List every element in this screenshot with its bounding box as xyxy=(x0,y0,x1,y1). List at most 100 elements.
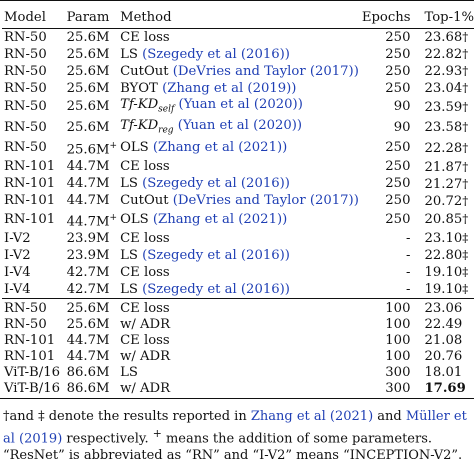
cell-method: LS (Szegedy et al (2016)) xyxy=(120,46,359,63)
cell-epochs: - xyxy=(358,281,417,300)
method-name: LS xyxy=(120,176,138,192)
cell-epochs: 250 xyxy=(385,193,411,209)
cell-param: 25.6M xyxy=(66,46,110,62)
top1-value: 22.93 xyxy=(424,64,463,79)
cell-top1: 21.87† xyxy=(416,159,474,176)
cell-epochs: 100 xyxy=(385,349,411,365)
table-row: RN-50 25.6M CutOut (DeVries and Taylor (20… xyxy=(2,63,474,80)
table-row: RN-101 44.7M LS (Szegedy et al (2016)) 250 2… xyxy=(2,176,474,193)
cell-model: I-V2 xyxy=(4,230,31,246)
cell-top1: 22.80‡ xyxy=(416,247,474,264)
table-row: RN-50 25.6M CE loss 250 23.68† xyxy=(2,29,474,47)
cell-method: CE loss xyxy=(120,301,170,317)
source-mark: † xyxy=(462,193,469,208)
method-citation[interactable]: (DeVries and Taylor (2017)) xyxy=(172,63,359,79)
method-name: LS xyxy=(120,281,138,297)
cell-top1: 21.27† xyxy=(416,176,474,193)
top1-value: 19.10 xyxy=(424,282,463,298)
note-cite-muller[interactable]: Müller et al (2019) xyxy=(3,409,467,447)
cell-method: CE loss xyxy=(120,264,359,281)
note-part1: †and ‡ denote the results reported in xyxy=(3,409,251,424)
header-top1: Top-1% xyxy=(416,10,474,29)
top1-value: 23.68 xyxy=(424,30,463,45)
cell-param: 25.6M xyxy=(66,80,110,96)
cell-model: RN-101 xyxy=(4,176,56,192)
method-citation[interactable]: (Szegedy et al (2016)) xyxy=(142,46,290,62)
method-citation[interactable]: (Szegedy et al (2016)) xyxy=(142,176,290,192)
cell-param: 44.7M xyxy=(66,193,110,209)
cell-top1: 19.10‡ xyxy=(416,264,474,281)
cell-epochs: 100 xyxy=(385,333,411,349)
cell-top1: 20.85† xyxy=(416,210,474,230)
method-name: CE loss xyxy=(120,230,170,246)
top1-value: 20.85 xyxy=(424,212,463,228)
cell-model: RN-101 xyxy=(4,349,56,365)
table-row: ViT-B/16 86.6M LS 300 18.01 xyxy=(2,365,474,381)
cell-method: w/ ADR xyxy=(120,317,171,333)
method-citation[interactable]: (Zhang et al (2019)) xyxy=(162,80,297,96)
table-row: I-V4 42.7M LS (Szegedy et al (2016)) -19.10… xyxy=(2,281,474,300)
cell-param: 25.6M xyxy=(66,63,110,79)
cell-model: RN-50 xyxy=(4,29,47,45)
cell-param: 42.7M xyxy=(66,281,121,300)
cell-param: 23.9M xyxy=(66,247,110,263)
source-mark: † xyxy=(462,212,469,227)
cell-model: I-V4 xyxy=(2,281,67,300)
cell-top1: 19.10‡ xyxy=(416,281,474,300)
table-row: RN-50 25.6M w/ ADR 100 22.49 xyxy=(2,317,474,333)
source-mark: † xyxy=(462,176,469,191)
method-citation[interactable]: (Zhang et al (2021)) xyxy=(152,211,288,227)
method-name: OLS xyxy=(120,211,149,227)
cell-method: Tf-KDself (Yuan et al (2020)) xyxy=(120,97,359,118)
bottom-rule xyxy=(0,398,474,399)
method-citation[interactable]: (Zhang et al (2021)) xyxy=(152,140,288,156)
cell-param: 44.7M+ xyxy=(67,210,120,230)
source-mark: † xyxy=(462,30,469,44)
method-name: OLS xyxy=(120,140,149,156)
method-citation[interactable]: (Szegedy et al (2016)) xyxy=(142,247,290,263)
method-name: BYOT xyxy=(120,80,158,96)
source-mark: ‡ xyxy=(462,282,469,297)
cell-method: w/ ADR xyxy=(120,381,171,397)
cell-method: CE loss xyxy=(120,29,359,47)
cell-epochs: - xyxy=(406,264,411,280)
method-citation[interactable]: (Yuan et al (2020)) xyxy=(177,117,303,133)
cell-param: 23.9M xyxy=(66,230,110,246)
cell-model: RN-101 xyxy=(4,193,56,209)
cell-model: RN-50 xyxy=(4,119,47,135)
cell-top1: 23.10‡ xyxy=(416,230,474,247)
header-model: Model xyxy=(2,10,67,29)
cell-param: 44.7M xyxy=(66,333,110,349)
note-plus: + xyxy=(152,427,162,440)
cell-param: 44.7M xyxy=(66,349,110,365)
header-param: Param xyxy=(66,10,121,29)
cell-param: 42.7M xyxy=(66,264,110,280)
source-mark: † xyxy=(462,47,469,61)
param-value: 44.7M xyxy=(66,214,110,230)
top1-value: 21.87 xyxy=(424,159,463,175)
method-citation[interactable]: (Yuan et al (2020)) xyxy=(178,97,303,112)
method-citation[interactable]: (DeVries and Taylor (2017)) xyxy=(172,193,359,209)
cell-epochs: 250 xyxy=(385,46,411,62)
top-rule xyxy=(0,0,474,1)
top1-value: 22.80 xyxy=(424,248,463,264)
cell-top1: 17.69 xyxy=(424,381,466,397)
cell-method: LS (Szegedy et al (2016)) xyxy=(120,176,359,193)
top1-value: 19.10 xyxy=(424,265,463,281)
cell-model: RN-101 xyxy=(4,333,56,349)
table-row: RN-50 25.6M BYOT (Zhang et al (2019)) 250 23… xyxy=(2,80,474,97)
method-name: LS xyxy=(120,46,138,62)
method-citation[interactable]: (Szegedy et al (2016)) xyxy=(142,281,290,297)
table-row: RN-101 44.7M CE loss 250 21.87† xyxy=(2,159,474,176)
cell-top1: 22.93† xyxy=(416,63,474,80)
note-cite-zhang[interactable]: Zhang et al (2021) xyxy=(250,409,374,424)
cell-param: 44.7M xyxy=(66,176,110,192)
source-mark: ‡ xyxy=(462,248,469,263)
cell-epochs: - xyxy=(406,230,411,246)
cell-top1: 21.08 xyxy=(424,333,463,349)
cell-method: CE loss xyxy=(120,159,359,176)
cell-epochs: 250 xyxy=(385,29,411,45)
cell-param: 25.6M xyxy=(66,317,110,333)
cell-epochs: 250 xyxy=(385,80,411,96)
